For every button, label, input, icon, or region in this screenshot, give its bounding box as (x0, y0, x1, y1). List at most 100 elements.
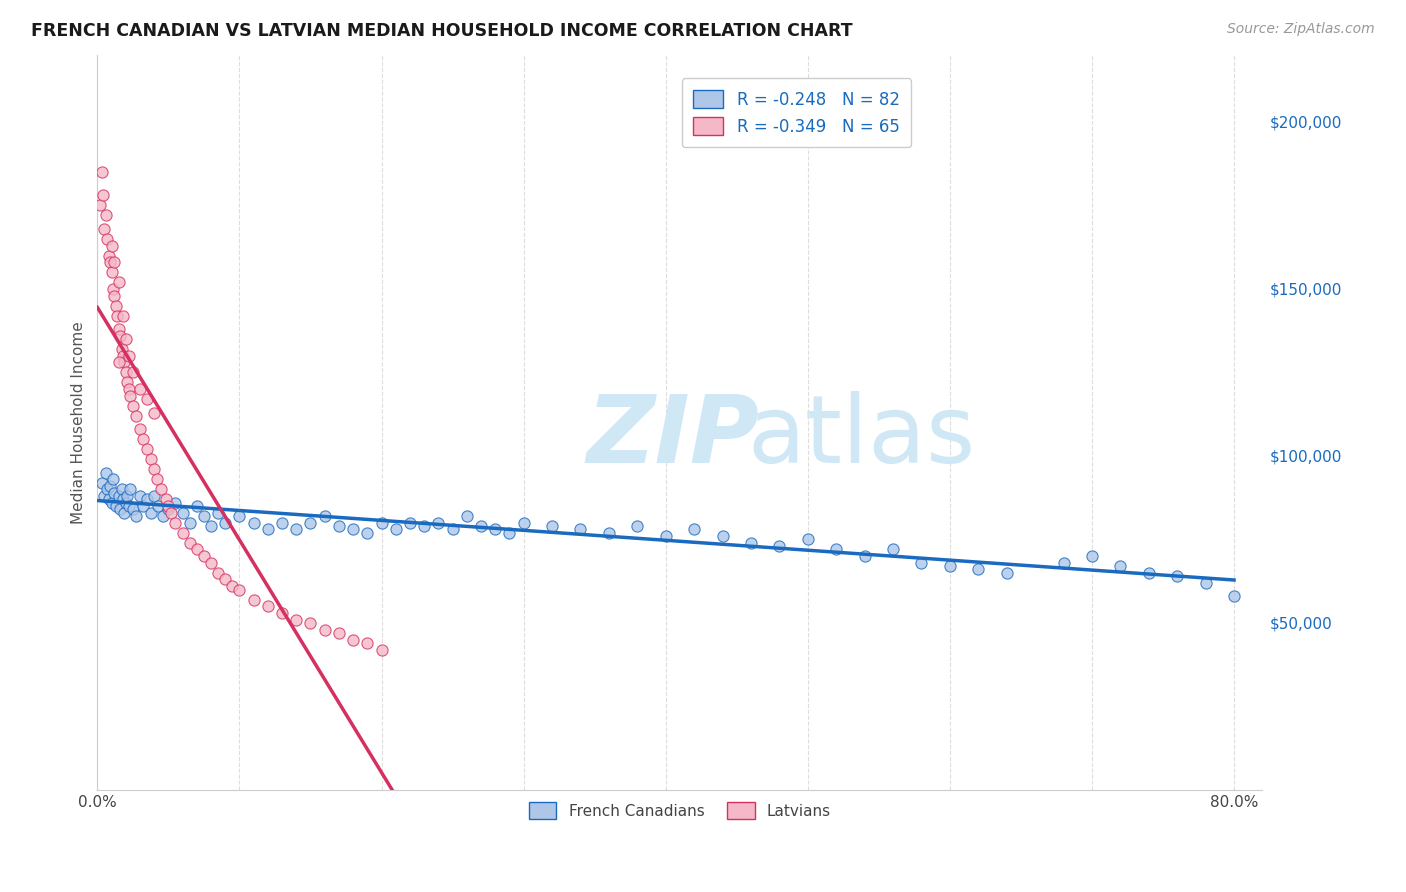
Point (111, 492, 134, 507)
Point (179, 535, 201, 549)
Point (97, 248, 120, 262)
Y-axis label: Median Household Income: Median Household Income (72, 321, 86, 524)
Point (711, 529, 734, 543)
Point (122, 366, 145, 380)
Point (143, 462, 166, 476)
Point (93, 489, 115, 503)
Point (257, 599, 280, 614)
Point (299, 615, 322, 630)
Point (242, 592, 264, 607)
Point (104, 499, 127, 513)
Point (122, 399, 145, 413)
Point (136, 492, 159, 507)
Point (797, 533, 820, 547)
Point (101, 472, 124, 486)
Point (882, 542, 904, 557)
Text: ZIP: ZIP (586, 392, 759, 483)
Point (114, 496, 136, 510)
Point (413, 519, 436, 533)
Point (129, 422, 152, 436)
Point (193, 509, 215, 524)
Point (257, 522, 280, 536)
Point (598, 525, 620, 540)
Point (1052, 556, 1074, 570)
Point (228, 582, 250, 597)
Point (399, 516, 422, 530)
Point (683, 522, 706, 536)
Point (146, 472, 169, 486)
Point (165, 496, 187, 510)
Point (112, 506, 135, 520)
Point (98, 255, 121, 269)
Point (470, 519, 492, 533)
Point (967, 562, 990, 576)
Point (193, 549, 215, 563)
Point (242, 516, 264, 530)
Point (172, 506, 194, 520)
Point (160, 506, 183, 520)
Point (370, 516, 392, 530)
Point (93, 222, 115, 236)
Point (484, 522, 506, 536)
Point (118, 389, 141, 403)
Point (342, 522, 364, 536)
Point (155, 492, 177, 507)
Point (136, 442, 159, 457)
Point (136, 392, 159, 406)
Point (110, 483, 132, 497)
Point (157, 499, 180, 513)
Point (512, 516, 534, 530)
Point (740, 535, 762, 549)
Point (939, 559, 962, 574)
Point (129, 382, 152, 396)
Point (141, 506, 163, 520)
Point (143, 489, 166, 503)
Point (96, 483, 118, 497)
Point (626, 519, 648, 533)
Point (314, 509, 336, 524)
Point (111, 309, 134, 323)
Point (104, 299, 127, 313)
Point (569, 522, 592, 536)
Point (117, 499, 139, 513)
Point (96, 232, 118, 246)
Point (214, 573, 236, 587)
Point (498, 525, 520, 540)
Point (221, 579, 243, 593)
Point (90, 165, 112, 179)
Point (342, 632, 364, 647)
Point (995, 566, 1018, 580)
Point (118, 483, 141, 497)
Point (207, 506, 229, 520)
Point (200, 556, 222, 570)
Point (103, 255, 125, 269)
Point (117, 382, 139, 396)
Point (129, 489, 152, 503)
Point (94, 209, 117, 223)
Point (172, 525, 194, 540)
Point (1137, 566, 1160, 580)
Point (1166, 569, 1188, 583)
Point (141, 452, 163, 467)
Point (89, 198, 111, 212)
Point (150, 483, 173, 497)
Point (103, 485, 125, 500)
Point (108, 502, 131, 516)
Point (228, 509, 250, 524)
Point (314, 623, 336, 637)
Point (157, 502, 180, 516)
Point (90, 475, 112, 490)
Point (105, 309, 128, 323)
Point (1109, 559, 1132, 574)
Point (370, 642, 392, 657)
Text: FRENCH CANADIAN VS LATVIAN MEDIAN HOUSEHOLD INCOME CORRELATION CHART: FRENCH CANADIAN VS LATVIAN MEDIAN HOUSEH… (31, 22, 852, 40)
Point (112, 355, 135, 369)
Point (125, 509, 148, 524)
Point (108, 328, 131, 343)
Point (152, 509, 174, 524)
Point (100, 238, 122, 252)
Point (285, 613, 308, 627)
Point (654, 529, 676, 543)
Point (441, 522, 464, 536)
Point (94, 466, 117, 480)
